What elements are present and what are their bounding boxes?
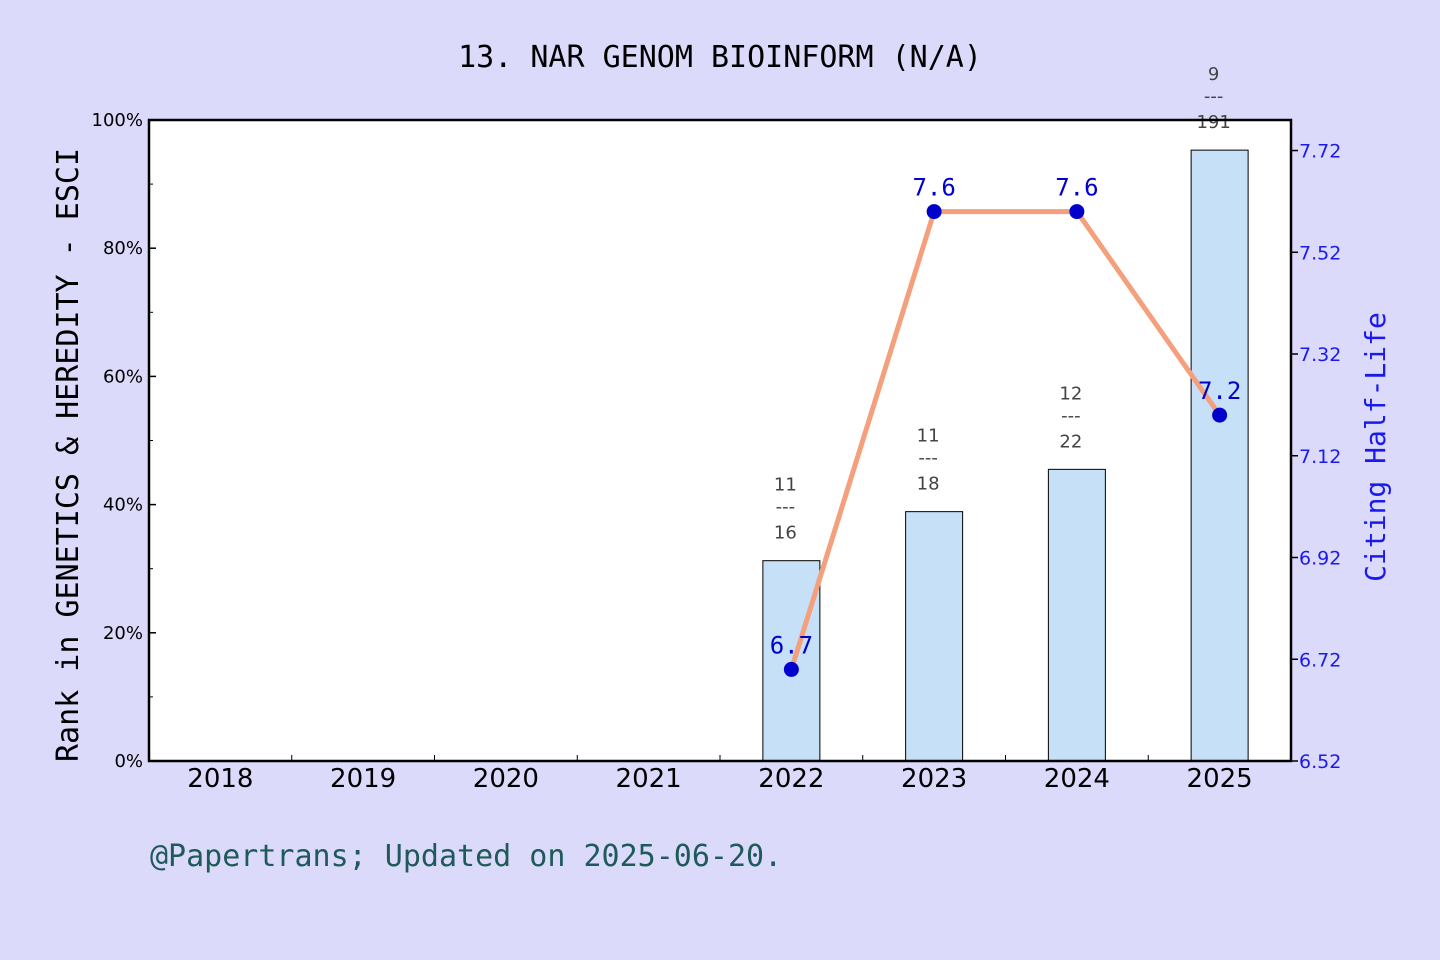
half-life-point-2022 (783, 661, 799, 677)
y-left-tick-label: 80% (103, 238, 143, 259)
half-life-point-2025 (1212, 407, 1228, 423)
y-right-tick-label: 7.32 (1299, 344, 1341, 366)
total-label-2025: 191 (1196, 112, 1230, 133)
y-left-tick-label: 20% (103, 623, 143, 644)
y-right-tick-label: 7.52 (1299, 242, 1341, 264)
half-life-label-2023: 7.6 (912, 174, 955, 202)
bar-2025 (1190, 149, 1249, 762)
half-life-point-2023 (926, 204, 942, 220)
y-axis-left-label: Rank in GENETICS & HEREDITY - ESCI (51, 148, 86, 762)
bar-2024 (1047, 468, 1106, 762)
bar-2022 (762, 560, 821, 762)
y-axis-right-label: Citing Half-Life (1359, 312, 1392, 582)
rank-label-2025: 9 (1208, 64, 1219, 85)
half-life-label-2022: 6.7 (770, 631, 813, 659)
rank-label-2023: 11 (917, 426, 940, 447)
rank-divider-2024: --- (1061, 405, 1081, 426)
x-tick-label-2021: 2021 (616, 764, 682, 794)
total-label-2023: 18 (917, 474, 940, 495)
footer-credit: @Papertrans; Updated on 2025-06-20. (150, 839, 782, 874)
x-tick-label-2023: 2023 (901, 764, 967, 794)
markers-layer (783, 204, 1228, 677)
rank-label-2024: 12 (1059, 383, 1082, 404)
chart-title: 13. NAR GENOM BIOINFORM (N/A) (458, 40, 982, 75)
x-tick-label-2020: 2020 (473, 764, 539, 794)
x-tick-label-2024: 2024 (1044, 764, 1110, 794)
rank-divider-2023: --- (918, 448, 938, 469)
bar-2023 (905, 511, 964, 762)
rank-label-2022: 11 (774, 475, 797, 496)
y-right-tick-label: 6.92 (1299, 548, 1341, 570)
y-left-tick-label: 40% (103, 495, 143, 516)
y-axis-left: 0% 20% 40% 60% 80% 100% (92, 110, 156, 772)
total-label-2024: 22 (1059, 431, 1082, 452)
y-left-tick-label: 100% (92, 110, 143, 131)
half-life-point-2024 (1069, 204, 1085, 220)
y-right-tick-label: 7.12 (1299, 446, 1341, 468)
y-right-tick-label: 6.52 (1299, 751, 1341, 773)
x-tick-label-2018: 2018 (187, 764, 253, 794)
y-right-tick-label: 7.72 (1299, 141, 1341, 163)
rank-divider-2022: --- (776, 497, 796, 518)
rank-divider-2025: --- (1204, 86, 1224, 107)
bars-layer (762, 149, 1249, 762)
y-axis-right: 6.52 6.72 6.92 7.12 7.32 7.52 7.72 (1291, 141, 1341, 773)
y-right-tick-label: 6.72 (1299, 649, 1341, 671)
half-life-label-2025: 7.2 (1198, 377, 1241, 405)
plot-area (149, 120, 1291, 761)
half-life-line (788, 209, 1222, 671)
line-layer (788, 209, 1222, 671)
total-label-2022: 16 (774, 523, 797, 544)
x-tick-label-2022: 2022 (758, 764, 824, 794)
x-tick-label-2019: 2019 (330, 764, 396, 794)
x-axis: 2018 2019 2020 2021 2022 2023 2024 2025 (148, 755, 1292, 794)
y-left-tick-label: 60% (103, 366, 143, 387)
x-tick-label-2025: 2025 (1187, 764, 1253, 794)
y-left-tick-label: 0% (114, 751, 143, 772)
half-life-label-2024: 7.6 (1055, 174, 1098, 202)
